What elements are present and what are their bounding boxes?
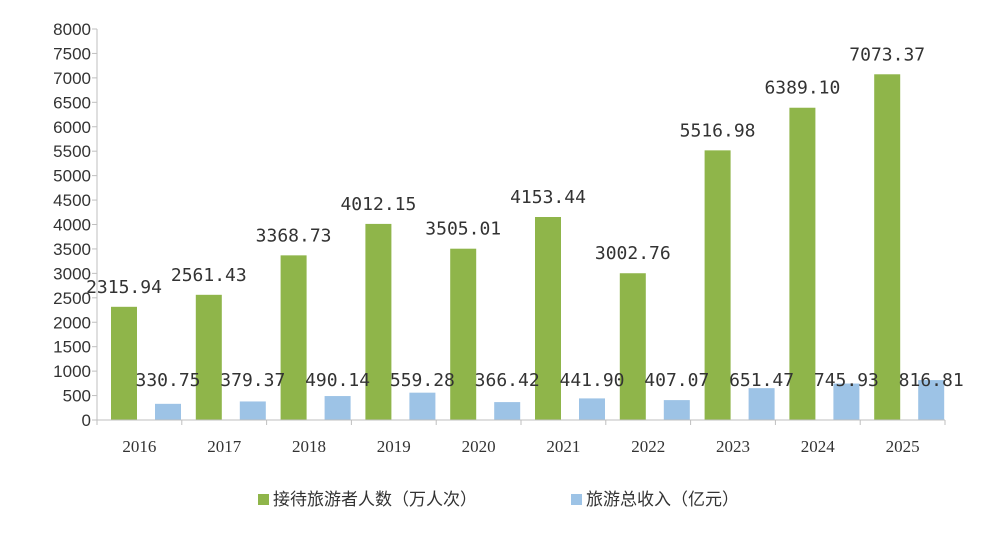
data-label-revenue: 651.47 <box>729 370 794 391</box>
bar-visitors <box>704 150 731 420</box>
y-tick-label: 6500 <box>53 93 91 112</box>
legend: 接待旅游者人数（万人次） 旅游总收入（亿元） <box>258 490 739 510</box>
data-label-revenue: 559.28 <box>390 370 455 391</box>
y-tick-label: 3000 <box>53 264 91 283</box>
bars <box>111 74 945 421</box>
data-label-visitors: 2315.94 <box>86 277 162 298</box>
data-label-revenue: 441.90 <box>559 370 624 391</box>
y-tick-label: 7000 <box>53 69 91 88</box>
bar-visitors <box>365 223 392 420</box>
y-tick-label: 3500 <box>53 240 91 259</box>
bar-visitors <box>619 273 646 420</box>
y-tick-label: 5000 <box>53 167 91 186</box>
data-label-revenue: 490.14 <box>305 370 370 391</box>
y-tick-label: 1500 <box>53 338 91 357</box>
bar-visitors <box>450 248 477 420</box>
x-tick-label: 2018 <box>292 437 326 456</box>
bar-visitors <box>535 217 561 420</box>
data-label-visitors: 4012.15 <box>340 194 416 215</box>
x-tick-label: 2022 <box>631 437 665 456</box>
bar-visitors <box>789 107 816 421</box>
legend-label-visitors: 接待旅游者人数（万人次） <box>273 490 477 510</box>
data-label-revenue: 745.93 <box>814 370 879 391</box>
data-label-visitors: 4153.44 <box>510 187 586 208</box>
x-tick-label: 2025 <box>886 437 920 456</box>
legend-swatch-revenue <box>571 494 582 505</box>
data-label-revenue: 379.37 <box>220 370 285 391</box>
data-label-visitors: 6389.10 <box>764 78 840 99</box>
bar-visitors <box>195 294 222 420</box>
y-tick-label: 7500 <box>53 44 91 63</box>
y-tick-label: 500 <box>63 387 91 406</box>
x-tick-label: 2016 <box>122 437 156 456</box>
data-label-visitors: 7073.37 <box>849 44 925 65</box>
bar-revenue <box>833 383 860 420</box>
y-tick-label: 4000 <box>53 216 91 235</box>
bar-visitors <box>874 74 901 421</box>
data-labels: 2315.94 2561.43 3368.73 4012.15 3505.01 4153.… <box>86 44 964 391</box>
data-label-visitors: 3002.76 <box>595 243 671 264</box>
y-tick-label: 4500 <box>53 191 91 210</box>
bar-revenue <box>579 398 605 420</box>
x-tick-label: 2017 <box>207 437 242 456</box>
y-tick-label: 2000 <box>53 313 91 332</box>
bar-revenue <box>918 380 945 420</box>
legend-label-revenue: 旅游总收入（亿元） <box>586 490 739 510</box>
x-tick-label: 2020 <box>462 437 496 456</box>
y-tick-label: 1000 <box>53 362 91 381</box>
bar-revenue <box>324 396 351 420</box>
x-axis: 2016 2017 2018 2019 2020 2021 2022 2023 2024 2025 <box>96 419 946 456</box>
x-tick-label: 2021 <box>546 437 580 456</box>
data-label-visitors: 3505.01 <box>425 219 501 240</box>
data-label-revenue: 816.81 <box>899 370 964 391</box>
bar-visitors <box>111 306 137 420</box>
y-tick-label: 6000 <box>53 118 91 137</box>
bar-revenue <box>748 388 775 420</box>
y-tick-label: 5500 <box>53 142 91 161</box>
y-tick-label: 0 <box>82 411 91 430</box>
data-label-revenue: 407.07 <box>644 370 709 391</box>
y-tick-label: 8000 <box>53 20 91 39</box>
bar-revenue <box>239 401 266 420</box>
y-axis: 0 500 1000 1500 2000 2500 3000 3500 4000 4500 5000… <box>53 20 98 430</box>
bar-revenue <box>494 402 521 420</box>
bar-revenue <box>155 403 181 420</box>
bar-visitors <box>280 255 307 420</box>
data-label-visitors: 3368.73 <box>256 225 332 246</box>
x-tick-label: 2023 <box>716 437 750 456</box>
data-label-revenue: 366.42 <box>475 370 540 391</box>
y-tick-label: 2500 <box>53 289 91 308</box>
data-label-visitors: 5516.98 <box>680 120 756 141</box>
data-label-visitors: 2561.43 <box>171 265 247 286</box>
bar-revenue <box>409 392 436 420</box>
data-label-revenue: 330.75 <box>135 370 200 391</box>
legend-swatch-visitors <box>258 494 269 505</box>
x-tick-label: 2024 <box>801 437 836 456</box>
x-tick-label: 2019 <box>377 437 411 456</box>
bar-revenue <box>663 400 690 420</box>
